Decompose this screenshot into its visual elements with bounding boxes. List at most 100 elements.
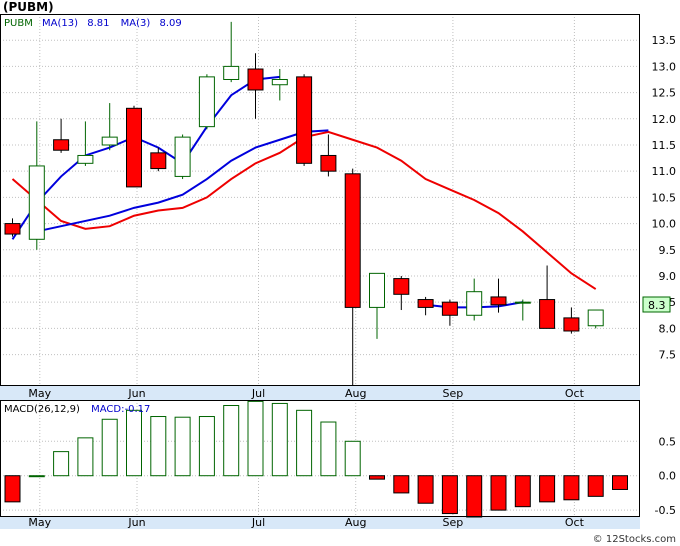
macd-bar	[514, 475, 531, 508]
macd-bar	[223, 405, 240, 477]
price-tick-label: 11.0	[652, 165, 677, 178]
price-tick-label: 12.0	[652, 113, 677, 126]
price-tick-label: 12.5	[652, 87, 677, 100]
macd-panel-border	[0, 400, 640, 517]
price-tick-label: 13.5	[652, 34, 677, 47]
macd-bar	[320, 421, 337, 477]
macd-bar	[369, 475, 385, 480]
month-label-top: Oct	[565, 387, 585, 400]
macd-bar	[587, 475, 604, 497]
month-label-top: Aug	[345, 387, 366, 400]
candle-body	[247, 68, 264, 91]
macd-bar	[174, 416, 191, 477]
candle-body	[150, 152, 167, 170]
ma-red-line	[11, 130, 597, 290]
candle-body	[271, 78, 288, 86]
candle-body	[417, 299, 434, 308]
candle-body	[174, 136, 191, 177]
candle-body	[223, 65, 240, 80]
month-label-bottom: Jul	[251, 516, 265, 529]
price-tick-label: 13.0	[652, 60, 677, 73]
month-label-bottom: Aug	[345, 516, 366, 529]
macd-bar	[441, 475, 458, 515]
legend-ma13: MA(13)	[42, 18, 78, 29]
legend-symbol: PUBM	[4, 18, 33, 29]
price-panel-bg	[0, 14, 640, 386]
macd-bar	[466, 475, 483, 518]
legend-ma3-value: 8.09	[160, 18, 182, 29]
macd-bar	[563, 475, 580, 501]
candle-body	[587, 309, 604, 327]
macd-tick-label: -0.5	[655, 504, 676, 517]
month-label-bottom: Sep	[443, 516, 464, 529]
macd-bar	[150, 416, 167, 477]
month-label-top: May	[28, 387, 51, 400]
month-label-bottom: May	[28, 516, 51, 529]
candle-body	[393, 278, 410, 295]
macd-bar	[393, 475, 410, 494]
candle-body	[4, 223, 21, 235]
candle-body	[77, 154, 94, 164]
price-tick-label: 10.0	[652, 218, 677, 231]
month-label-top: Jun	[127, 387, 145, 400]
macd-bar	[53, 451, 70, 477]
candle-body	[296, 76, 313, 164]
candle-body	[514, 301, 531, 304]
macd-bar	[126, 409, 142, 477]
macd-tick-label: 0.0	[659, 470, 677, 483]
candle-body	[539, 299, 556, 329]
watermark: © 12Stocks.com	[593, 534, 676, 545]
macd-tick-label: 0.5	[659, 435, 677, 448]
candle-body	[563, 317, 580, 332]
macd-legend-params: MACD(26,12,9)	[4, 404, 80, 415]
macd-bar	[28, 475, 45, 478]
macd-bar	[612, 475, 628, 490]
macd-bar	[101, 418, 118, 477]
candle-body	[320, 154, 337, 172]
month-label-top: Sep	[443, 387, 464, 400]
price-tick-label: 10.5	[652, 191, 677, 204]
candle-body	[53, 139, 70, 151]
macd-bar	[271, 402, 288, 477]
ma-blue-line	[11, 75, 280, 240]
chart-title: (PUBM)	[3, 0, 54, 14]
price-tick-label: 9.5	[659, 244, 677, 257]
macd-bar	[198, 416, 215, 477]
candle-body	[344, 173, 361, 308]
candle-body	[101, 136, 118, 146]
last-price-label: 8.3	[648, 299, 666, 312]
candle-body	[490, 296, 507, 306]
candle-body	[126, 107, 142, 188]
month-label-bottom: Oct	[565, 516, 585, 529]
moving-average-lines	[11, 75, 597, 309]
legend-ma13-value: 8.81	[87, 18, 109, 29]
candle-body	[466, 291, 483, 316]
macd-bar	[4, 475, 21, 503]
legend-ma3: MA(3)	[121, 18, 151, 29]
month-bar-top	[0, 386, 640, 400]
month-label-bottom: Jun	[127, 516, 145, 529]
candle-body	[369, 272, 385, 308]
price-tick-label: 11.5	[652, 139, 677, 152]
month-bar-bottom	[0, 517, 640, 529]
price-panel-border	[0, 14, 640, 386]
price-legend: PUBM MA(13) 8.81 MA(3) 8.09	[4, 18, 182, 29]
macd-bar	[247, 400, 264, 477]
axis-labels: 7.58.08.59.09.510.010.511.011.512.012.51…	[28, 34, 676, 529]
price-tick-label: 9.0	[659, 270, 677, 283]
price-tick-label: 8.0	[659, 322, 677, 335]
candles	[4, 21, 604, 386]
macd-bars	[4, 400, 628, 518]
macd-legend-value: MACD:-0.17	[91, 404, 150, 415]
macd-bar	[296, 409, 313, 477]
macd-legend: MACD(26,12,9) MACD:-0.17	[4, 404, 150, 415]
macd-bar	[490, 475, 507, 511]
price-tick-label: 7.5	[659, 349, 677, 362]
macd-bar	[344, 440, 361, 477]
month-label-top: Jul	[251, 387, 265, 400]
macd-bar	[77, 437, 94, 477]
candle-body	[441, 301, 458, 316]
candle-body	[198, 76, 215, 128]
